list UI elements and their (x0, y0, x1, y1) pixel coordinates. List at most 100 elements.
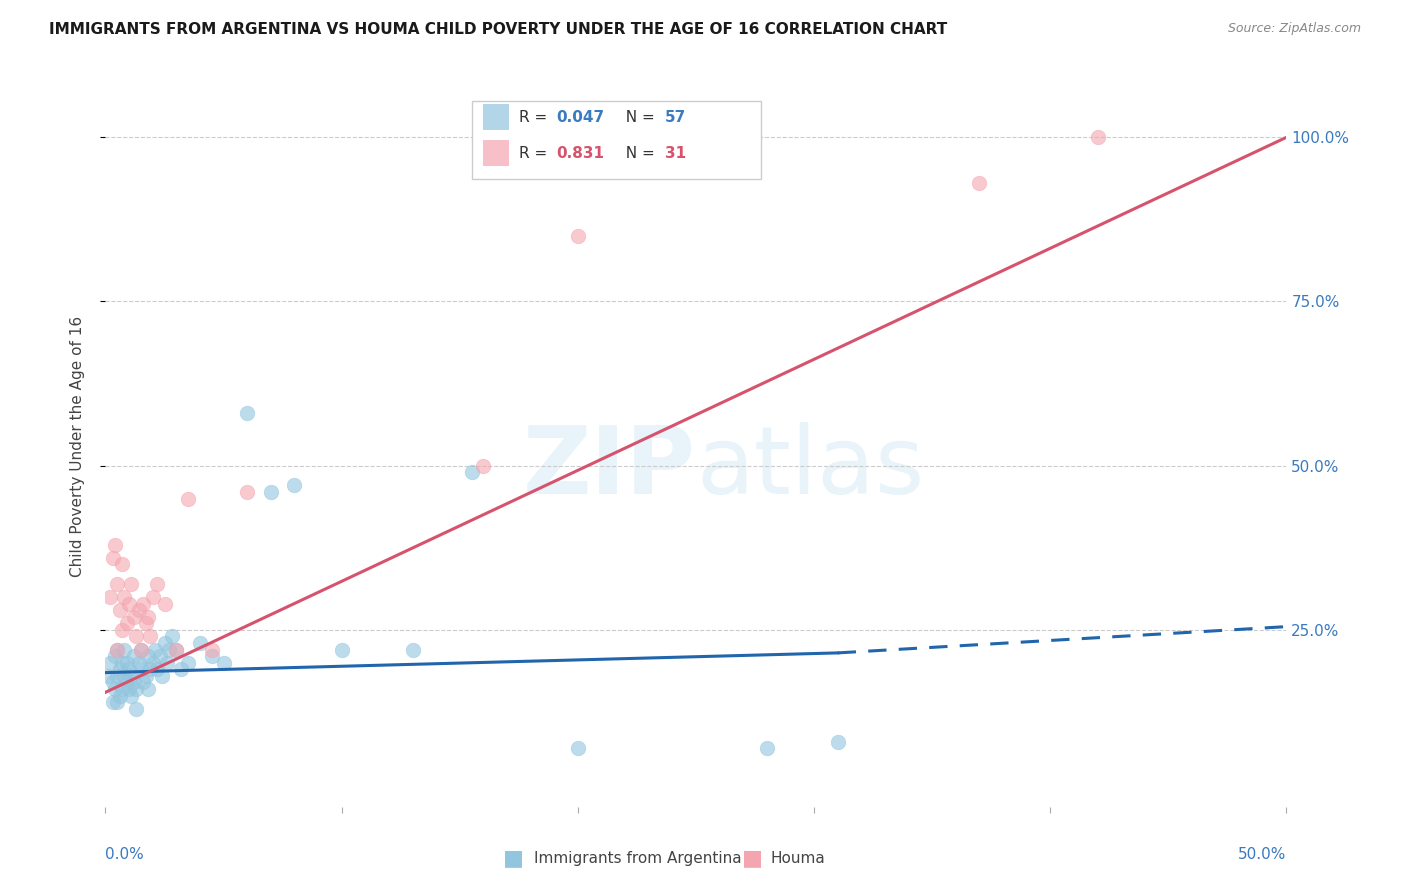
Point (135, 616, 157, 631)
Point (105, 642, 128, 657)
Point (142, 590, 165, 604)
Point (129, 642, 152, 657)
Point (460, 465, 482, 479)
Point (104, 537, 127, 551)
Text: ■: ■ (742, 848, 762, 868)
Text: 50.0%: 50.0% (1239, 847, 1286, 862)
Point (105, 695, 128, 709)
Bar (484, 140, 509, 166)
Point (101, 675, 124, 690)
Point (111, 623, 134, 637)
Text: Immigrants from Argentina: Immigrants from Argentina (534, 851, 742, 865)
Point (149, 649, 172, 664)
Text: Source: ZipAtlas.com: Source: ZipAtlas.com (1227, 22, 1361, 36)
Point (108, 689, 131, 703)
Point (755, 741, 778, 756)
Point (472, 458, 495, 473)
Point (156, 656, 179, 670)
Point (125, 702, 148, 716)
Point (212, 656, 235, 670)
Point (142, 656, 165, 670)
Point (132, 675, 155, 690)
Point (177, 656, 200, 670)
Point (153, 636, 176, 650)
Text: ■: ■ (503, 848, 523, 868)
Point (153, 597, 176, 611)
Point (122, 675, 145, 690)
Point (143, 642, 166, 657)
Text: 0.0%: 0.0% (105, 847, 145, 862)
Point (139, 662, 162, 676)
Point (111, 558, 134, 572)
Text: IMMIGRANTS FROM ARGENTINA VS HOUMA CHILD POVERTY UNDER THE AGE OF 16 CORRELATION: IMMIGRANTS FROM ARGENTINA VS HOUMA CHILD… (49, 22, 948, 37)
Point (283, 478, 305, 492)
Point (111, 681, 134, 696)
Bar (484, 104, 509, 130)
Point (108, 603, 131, 617)
Point (160, 630, 183, 644)
Point (165, 642, 187, 657)
Point (105, 669, 128, 683)
Point (128, 656, 150, 670)
Y-axis label: Child Poverty Under the Age of 16: Child Poverty Under the Age of 16 (70, 316, 84, 576)
Text: atlas: atlas (696, 422, 924, 514)
Point (112, 642, 135, 657)
Point (177, 491, 200, 506)
Point (128, 603, 150, 617)
Text: R =: R = (519, 110, 553, 125)
Point (101, 695, 124, 709)
Point (120, 577, 142, 591)
Point (188, 636, 211, 650)
Point (146, 577, 169, 591)
Point (111, 656, 134, 670)
Point (115, 616, 138, 631)
Point (118, 681, 141, 696)
Text: N =: N = (616, 110, 659, 125)
Point (104, 649, 127, 664)
Point (129, 662, 152, 676)
Point (118, 662, 141, 676)
Point (108, 662, 131, 676)
Point (201, 642, 224, 657)
Point (567, 228, 589, 243)
Point (112, 590, 135, 604)
Point (115, 656, 138, 670)
Point (120, 669, 142, 683)
Text: R =: R = (519, 145, 553, 161)
Text: 31: 31 (665, 145, 686, 161)
Point (136, 681, 159, 696)
Point (98, 656, 121, 670)
Text: Houma: Houma (770, 851, 825, 865)
Text: 0.047: 0.047 (557, 110, 605, 125)
Point (567, 741, 589, 756)
Point (125, 681, 148, 696)
Point (1087, 130, 1109, 145)
Point (136, 609, 159, 624)
Text: ZIP: ZIP (523, 422, 696, 514)
Point (201, 649, 224, 664)
Point (150, 669, 173, 683)
Point (125, 630, 148, 644)
Text: N =: N = (616, 145, 659, 161)
Point (165, 642, 187, 657)
Point (170, 662, 193, 676)
Point (129, 642, 152, 657)
Text: 0.831: 0.831 (557, 145, 605, 161)
Point (135, 669, 157, 683)
Point (260, 485, 283, 500)
Point (120, 689, 142, 703)
Point (157, 642, 180, 657)
Point (101, 550, 124, 565)
Point (236, 485, 259, 500)
Point (132, 597, 155, 611)
Point (112, 669, 135, 683)
Point (146, 662, 169, 676)
Point (122, 609, 145, 624)
Text: 57: 57 (665, 110, 686, 125)
Point (330, 642, 353, 657)
Point (115, 675, 138, 690)
Point (122, 649, 145, 664)
Point (105, 642, 128, 657)
Point (401, 642, 423, 657)
Point (118, 597, 141, 611)
